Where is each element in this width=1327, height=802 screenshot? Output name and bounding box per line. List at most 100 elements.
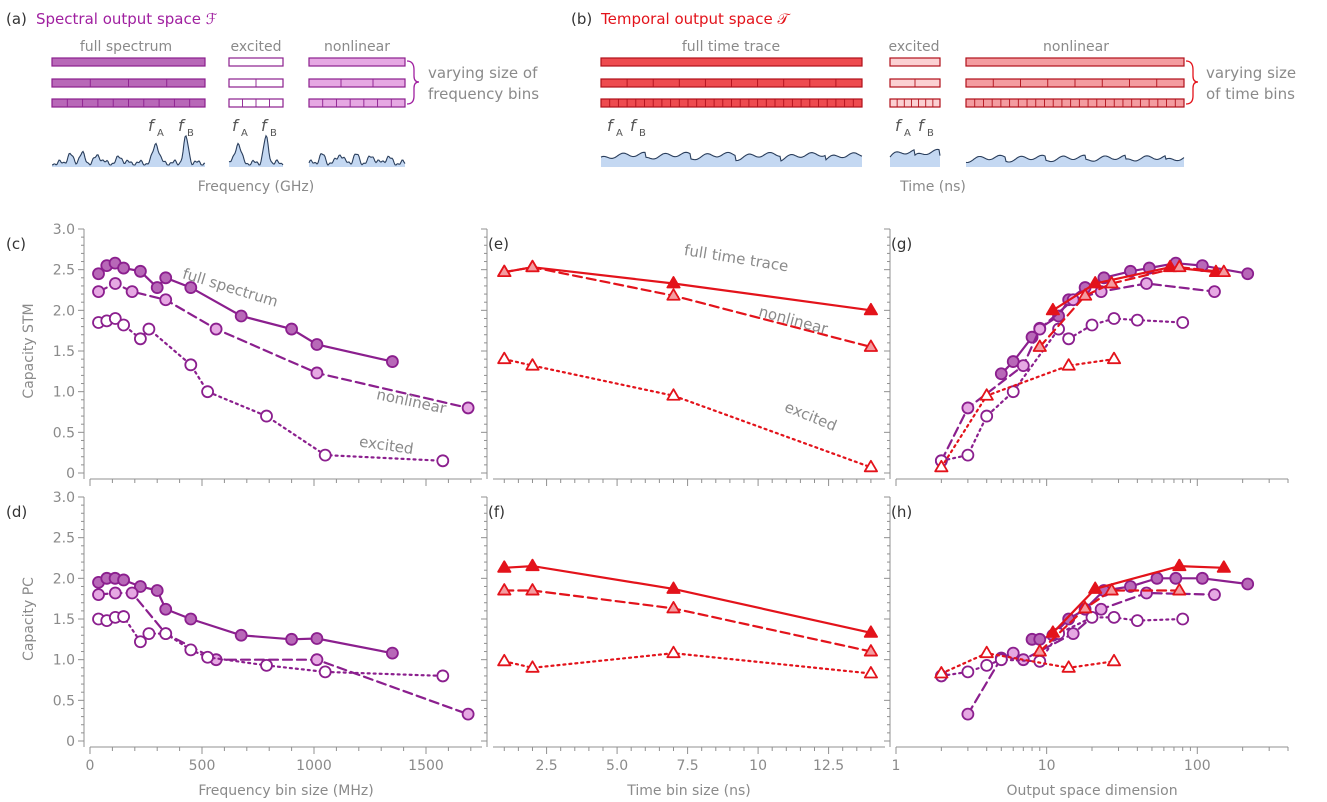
data-point (385, 355, 399, 368)
data-point (497, 583, 512, 596)
data-point (318, 448, 332, 462)
data-point (150, 584, 164, 597)
panel-label-h: (h) (891, 503, 912, 521)
data-point (1078, 288, 1093, 301)
data-point (92, 588, 105, 601)
series-d-1 (92, 586, 475, 721)
data-point (1241, 267, 1255, 281)
data-point (979, 388, 994, 401)
panel-a-spectra (52, 134, 406, 167)
x-axis-label-d: Frequency bin size (MHz) (198, 783, 373, 799)
x-tick-label-h: 10 (1038, 758, 1056, 774)
data-point (1208, 285, 1221, 299)
freq-bin-row-1-0 (228, 57, 284, 67)
panel-label-f: (f) (488, 503, 505, 521)
data-point (201, 650, 215, 664)
series-f-2 (497, 645, 878, 679)
data-point (234, 309, 248, 323)
series-line (503, 564, 872, 634)
x-axis-label-f: Time bin size (ns) (626, 783, 751, 799)
data-point (1130, 313, 1144, 327)
series-line (503, 266, 872, 348)
time-bin-row-2-0 (965, 57, 1185, 67)
data-point (1032, 339, 1047, 352)
trace-full (600, 151, 863, 167)
data-point (666, 276, 681, 289)
x-tick-label-d: 1500 (408, 758, 444, 774)
data-point (863, 644, 878, 657)
data-point (133, 580, 147, 593)
y-tick-label-c: 3.0 (53, 222, 75, 238)
x-tick-label-f: 12.5 (813, 758, 844, 774)
panel-a-title: Spectral output space ℱ (36, 10, 218, 28)
data-point (117, 573, 130, 587)
data-point (260, 409, 273, 423)
annotation-e-1: nonlinear (757, 302, 831, 338)
svg-text:A: A (241, 128, 248, 139)
series-e-1 (497, 259, 878, 352)
data-point (1176, 316, 1190, 329)
data-point (525, 259, 540, 273)
data-point (525, 558, 540, 572)
x-tick-label-d: 500 (189, 758, 216, 774)
data-point (1172, 558, 1187, 572)
panel-a-note-line1: varying size of (428, 64, 538, 82)
data-point (1140, 586, 1153, 600)
data-point (497, 351, 512, 365)
data-point (525, 358, 540, 371)
data-point (863, 625, 878, 638)
data-point (979, 645, 994, 659)
panel-label-e: (e) (488, 235, 509, 253)
data-point (1106, 351, 1122, 365)
x-tick-label-f: 10 (749, 758, 767, 774)
data-point (1094, 602, 1108, 616)
data-point (108, 312, 122, 325)
data-point (934, 459, 949, 473)
data-point (133, 332, 147, 346)
panel-e: (e) full time trace nonlinear excited (481, 228, 885, 486)
panel-a-note-line2: frequency bins (428, 85, 539, 103)
series-h-5 (934, 645, 1122, 679)
data-point (1016, 359, 1030, 373)
data-point (142, 627, 156, 641)
data-point (201, 385, 215, 399)
panel-b-label: (b) (571, 10, 592, 28)
data-point (142, 322, 156, 336)
data-point (863, 302, 878, 316)
series-line (97, 591, 470, 716)
data-point (525, 660, 540, 673)
data-point (184, 281, 198, 294)
panel-b-time-bins (600, 57, 1185, 108)
trace-excited (889, 148, 941, 167)
data-point (133, 635, 147, 649)
data-point (310, 366, 324, 380)
freq-bin-row-2-1 (308, 78, 406, 88)
series-h-2 (934, 610, 1190, 683)
data-point (497, 653, 512, 667)
time-bin-row-1-2 (889, 98, 941, 108)
series-line (940, 317, 1184, 462)
svg-text:f: f (607, 116, 615, 135)
data-point (310, 653, 324, 667)
data-point (1208, 588, 1221, 601)
data-point (863, 459, 878, 473)
svg-text:A: A (904, 128, 911, 139)
freq-bin-row-2-2 (308, 98, 406, 108)
freq-bin-row-1-2 (228, 98, 284, 108)
data-point (1104, 583, 1119, 596)
data-point (436, 454, 450, 468)
x-tick-label-h: 100 (1184, 758, 1211, 774)
data-point (1150, 571, 1164, 585)
y-tick-label-d: 1.0 (53, 653, 75, 669)
data-point (1006, 646, 1020, 660)
series-f-0 (497, 558, 878, 638)
data-point (934, 666, 949, 679)
y-tick-label-d: 0 (66, 734, 75, 750)
series-line (1031, 577, 1249, 641)
y-tick-label-d: 2.5 (53, 531, 75, 547)
series-c-1 (92, 277, 475, 415)
